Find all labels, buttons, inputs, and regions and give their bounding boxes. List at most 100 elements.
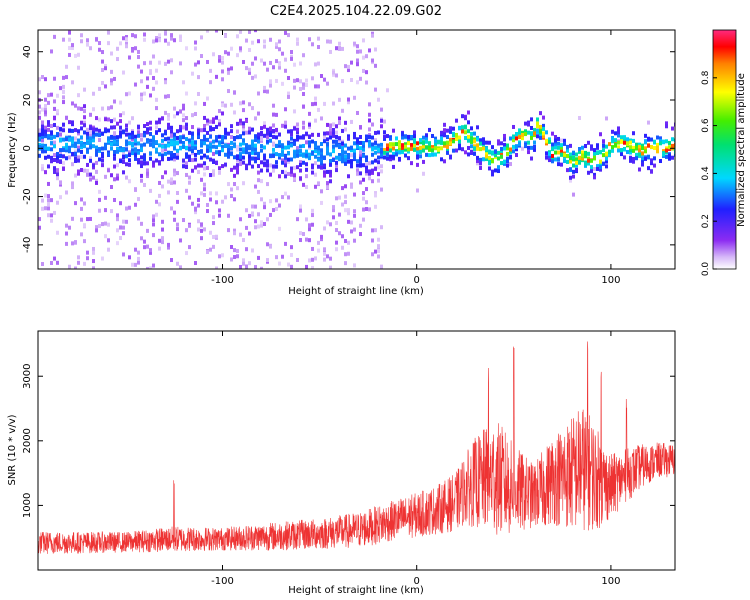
heatmap-cell (539, 124, 542, 129)
heatmap-cell (146, 130, 149, 135)
heatmap-cell (605, 144, 608, 149)
heatmap-cell (224, 103, 227, 108)
heatmap-cell (305, 162, 308, 167)
heatmap-cell (569, 178, 572, 183)
heatmap-cell (194, 62, 197, 67)
heatmap-cell (338, 231, 341, 236)
heatmap-cell (71, 185, 74, 190)
heatmap-cell (71, 152, 74, 157)
heatmap-cell (110, 134, 113, 139)
heatmap-cell (155, 36, 158, 41)
heatmap-cell (242, 124, 245, 129)
heatmap-cell (236, 34, 239, 39)
heatmap-cell (221, 199, 224, 204)
heatmap-cell (110, 146, 113, 151)
heatmap-cell (452, 148, 455, 153)
heatmap-cell (164, 144, 167, 149)
heatmap-cell (665, 121, 668, 126)
heatmap-cell (263, 153, 266, 158)
heatmap-cell (62, 90, 65, 95)
heatmap-cell (122, 252, 125, 257)
heatmap-cell (287, 140, 290, 145)
heatmap-cell (368, 118, 371, 123)
heatmap-cell (125, 35, 128, 40)
heatmap-cell (194, 111, 197, 116)
heatmap-cell (140, 178, 143, 183)
heatmap-cell (134, 34, 137, 39)
heatmap-cell (104, 195, 107, 200)
heatmap-cell (158, 33, 161, 38)
heatmap-cell (248, 126, 251, 131)
heatmap-cell (128, 255, 131, 260)
heatmap-cell (278, 132, 281, 137)
heatmap-cell (146, 122, 149, 127)
heatmap-cell (467, 146, 470, 151)
heatmap-cell (236, 254, 239, 259)
heatmap-cell (377, 160, 380, 165)
heatmap-cell (215, 145, 218, 150)
heatmap-cell (245, 264, 248, 269)
heatmap-cell (146, 174, 149, 179)
heatmap-cell (140, 164, 143, 169)
heatmap-cell (155, 125, 158, 130)
heatmap-cell (146, 139, 149, 144)
heatmap-cell (80, 232, 83, 237)
heatmap-cell (116, 228, 119, 233)
heatmap-cell (86, 172, 89, 177)
heatmap-cell (473, 139, 476, 144)
heatmap-cell (89, 158, 92, 163)
heatmap-cell (545, 155, 548, 160)
heatmap-cell (329, 39, 332, 44)
heatmap-cell (185, 161, 188, 166)
heatmap-cell (371, 33, 374, 38)
heatmap-cell (656, 142, 659, 147)
heatmap-cell (167, 116, 170, 121)
heatmap-cell (278, 65, 281, 70)
colorbar-ticks: 0.00.20.40.60.8 (701, 70, 717, 276)
heatmap-cell (257, 170, 260, 175)
heatmap-cell (284, 155, 287, 160)
heatmap-cell (47, 213, 50, 218)
heatmap-cell (530, 156, 533, 161)
heatmap-cell (38, 132, 41, 137)
colorbar-tick-label: 0.6 (701, 118, 711, 133)
heatmap-cell (503, 137, 506, 142)
heatmap-cell (341, 108, 344, 113)
heatmap-cell (80, 206, 83, 211)
heatmap-cell (233, 142, 236, 147)
heatmap-cell (311, 208, 314, 213)
heatmap-cell (272, 103, 275, 108)
heatmap-cell (182, 103, 185, 108)
heatmap-cell (314, 184, 317, 189)
heatmap-cell (299, 204, 302, 209)
heatmap-cell (305, 264, 308, 269)
heatmap-cell (668, 156, 671, 161)
heatmap-cell (350, 153, 353, 158)
heatmap-cell (356, 137, 359, 142)
heatmap-cell (239, 121, 242, 126)
heatmap-cell (344, 64, 347, 69)
heatmap-cell (260, 126, 263, 131)
heatmap-cell (158, 143, 161, 148)
heatmap-cell (167, 136, 170, 141)
heatmap-cell (50, 136, 53, 141)
heatmap-cell (257, 135, 260, 140)
heatmap-cell (248, 154, 251, 159)
heatmap-cell (665, 148, 668, 153)
heatmap-cell (98, 128, 101, 133)
heatmap-cell (269, 126, 272, 131)
heatmap-cell (239, 118, 242, 123)
heatmap-cell (257, 224, 260, 229)
heatmap-cell (131, 137, 134, 142)
heatmap-cell (407, 141, 410, 146)
heatmap-cell (62, 100, 65, 105)
heatmap-cell (44, 106, 47, 111)
heatmap-cell (89, 46, 92, 51)
heatmap-cell (314, 154, 317, 159)
heatmap-cell (374, 249, 377, 254)
heatmap-cell (428, 153, 431, 158)
heatmap-cell (329, 49, 332, 54)
heatmap-cell (92, 165, 95, 170)
heatmap-cell (65, 190, 68, 195)
heatmap-cell (620, 152, 623, 157)
